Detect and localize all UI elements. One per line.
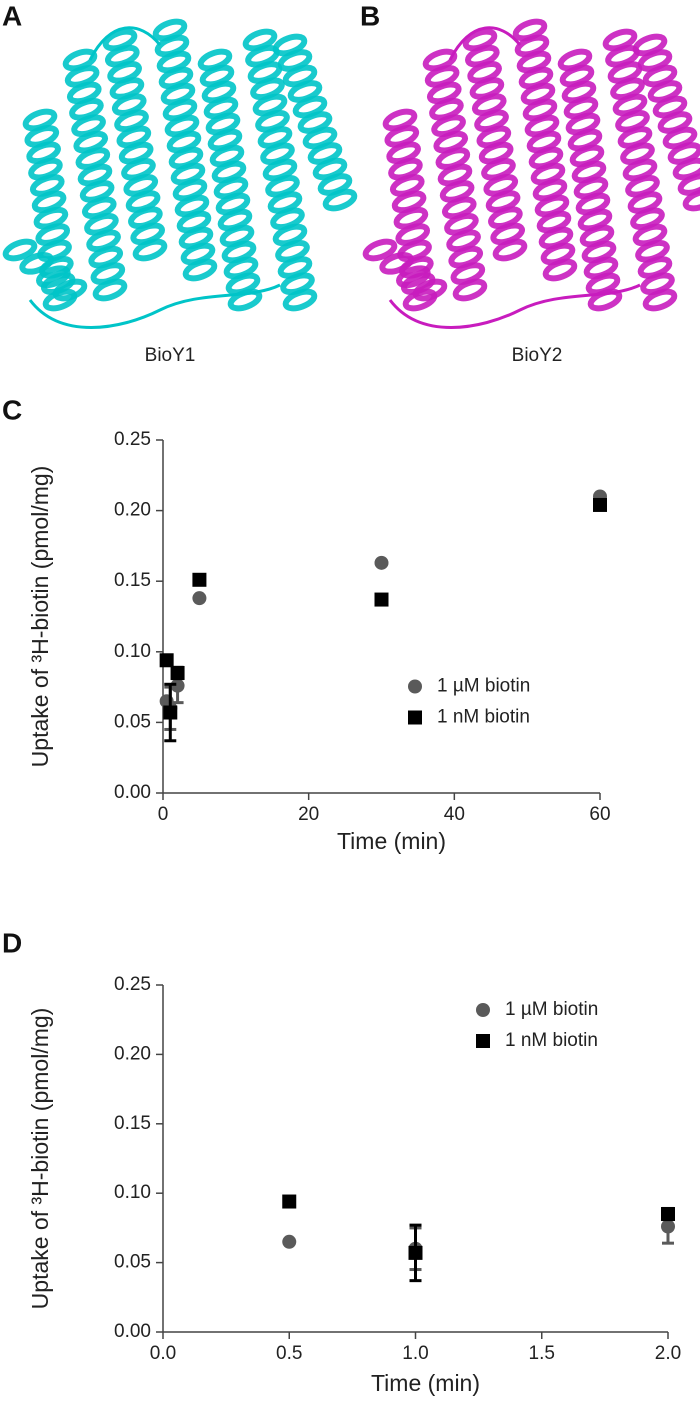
- helix-turn: [322, 188, 358, 212]
- data-point: [159, 653, 174, 668]
- y-tick-label: 0.10: [114, 1182, 151, 1203]
- helix-turn: [52, 278, 88, 302]
- x-tick-label: 2.0: [655, 1343, 681, 1364]
- x-tick-label: 60: [589, 804, 610, 825]
- panel-label: B: [360, 0, 380, 31]
- loop: [388, 283, 641, 329]
- legend-label: 1 µM biotin: [437, 676, 530, 697]
- y-tick-label: 0.15: [114, 570, 151, 591]
- legend-marker: [408, 710, 422, 725]
- x-tick-label: 20: [298, 804, 319, 825]
- loop: [28, 283, 281, 329]
- legend-label: 1 nM biotin: [437, 707, 530, 728]
- helix-turn: [452, 278, 488, 302]
- data-point: [282, 1234, 297, 1249]
- data-point: [408, 1245, 423, 1260]
- helix-turn: [182, 258, 218, 282]
- legend-marker: [408, 679, 422, 694]
- y-tick-label: 0.15: [114, 1113, 151, 1134]
- x-axis-title: Time (min): [337, 828, 446, 854]
- helix-turn: [492, 238, 528, 262]
- y-tick-label: 0.00: [114, 782, 151, 803]
- helix-turn: [36, 265, 71, 289]
- data-point: [661, 1207, 675, 1222]
- x-axis-title: Time (min): [371, 1370, 480, 1396]
- helix-turn: [2, 238, 38, 262]
- x-tick-label: 0: [158, 804, 169, 825]
- helix-turn: [282, 288, 318, 312]
- legend-marker: [476, 1034, 490, 1048]
- helix-turn: [92, 278, 128, 302]
- panel-label: A: [2, 0, 22, 31]
- y-tick-label: 0.00: [114, 1321, 151, 1342]
- data-point: [661, 1219, 675, 1234]
- panel-label: D: [2, 927, 22, 958]
- helix-turn: [542, 258, 578, 282]
- helix-turn: [19, 251, 54, 275]
- y-tick-label: 0.20: [114, 1043, 151, 1064]
- helix-turn: [682, 188, 700, 212]
- data-point: [374, 555, 389, 570]
- data-point: [192, 591, 207, 606]
- y-axis-title: Uptake of ³H-biotin (pmol/mg): [27, 466, 53, 768]
- legend-marker: [476, 1003, 490, 1017]
- x-tick-label: 0.0: [150, 1343, 176, 1364]
- y-tick-label: 0.05: [114, 711, 151, 732]
- x-tick-label: 40: [444, 804, 465, 825]
- y-tick-label: 0.10: [114, 641, 151, 662]
- protein-caption: BioY2: [512, 345, 563, 366]
- data-point: [192, 572, 207, 587]
- data-point: [170, 665, 185, 680]
- y-axis-title: Uptake of ³H-biotin (pmol/mg): [27, 1008, 53, 1310]
- panel-label: C: [2, 394, 22, 425]
- loop: [448, 26, 522, 61]
- y-tick-label: 0.20: [114, 500, 151, 521]
- helix-turn: [396, 265, 431, 289]
- x-tick-label: 1.0: [402, 1343, 428, 1364]
- protein-structures: [2, 18, 700, 329]
- helix-turn: [642, 288, 678, 312]
- data-point: [163, 705, 178, 720]
- data-point: [282, 1194, 297, 1209]
- data-point: [593, 497, 607, 512]
- helix-turn: [362, 238, 398, 262]
- data-point: [374, 592, 389, 607]
- legend-label: 1 µM biotin: [505, 999, 598, 1020]
- x-tick-label: 1.5: [529, 1343, 555, 1364]
- protein-caption: BioY1: [145, 345, 196, 366]
- helix-turn: [412, 278, 448, 302]
- legend-label: 1 nM biotin: [505, 1030, 598, 1051]
- helix-turn: [379, 251, 414, 275]
- y-tick-label: 0.25: [114, 974, 151, 995]
- helix-turn: [132, 238, 168, 262]
- y-tick-label: 0.05: [114, 1252, 151, 1273]
- x-tick-label: 0.5: [276, 1343, 302, 1364]
- loop: [88, 26, 162, 61]
- data-point: [170, 678, 185, 693]
- y-tick-label: 0.25: [114, 429, 151, 450]
